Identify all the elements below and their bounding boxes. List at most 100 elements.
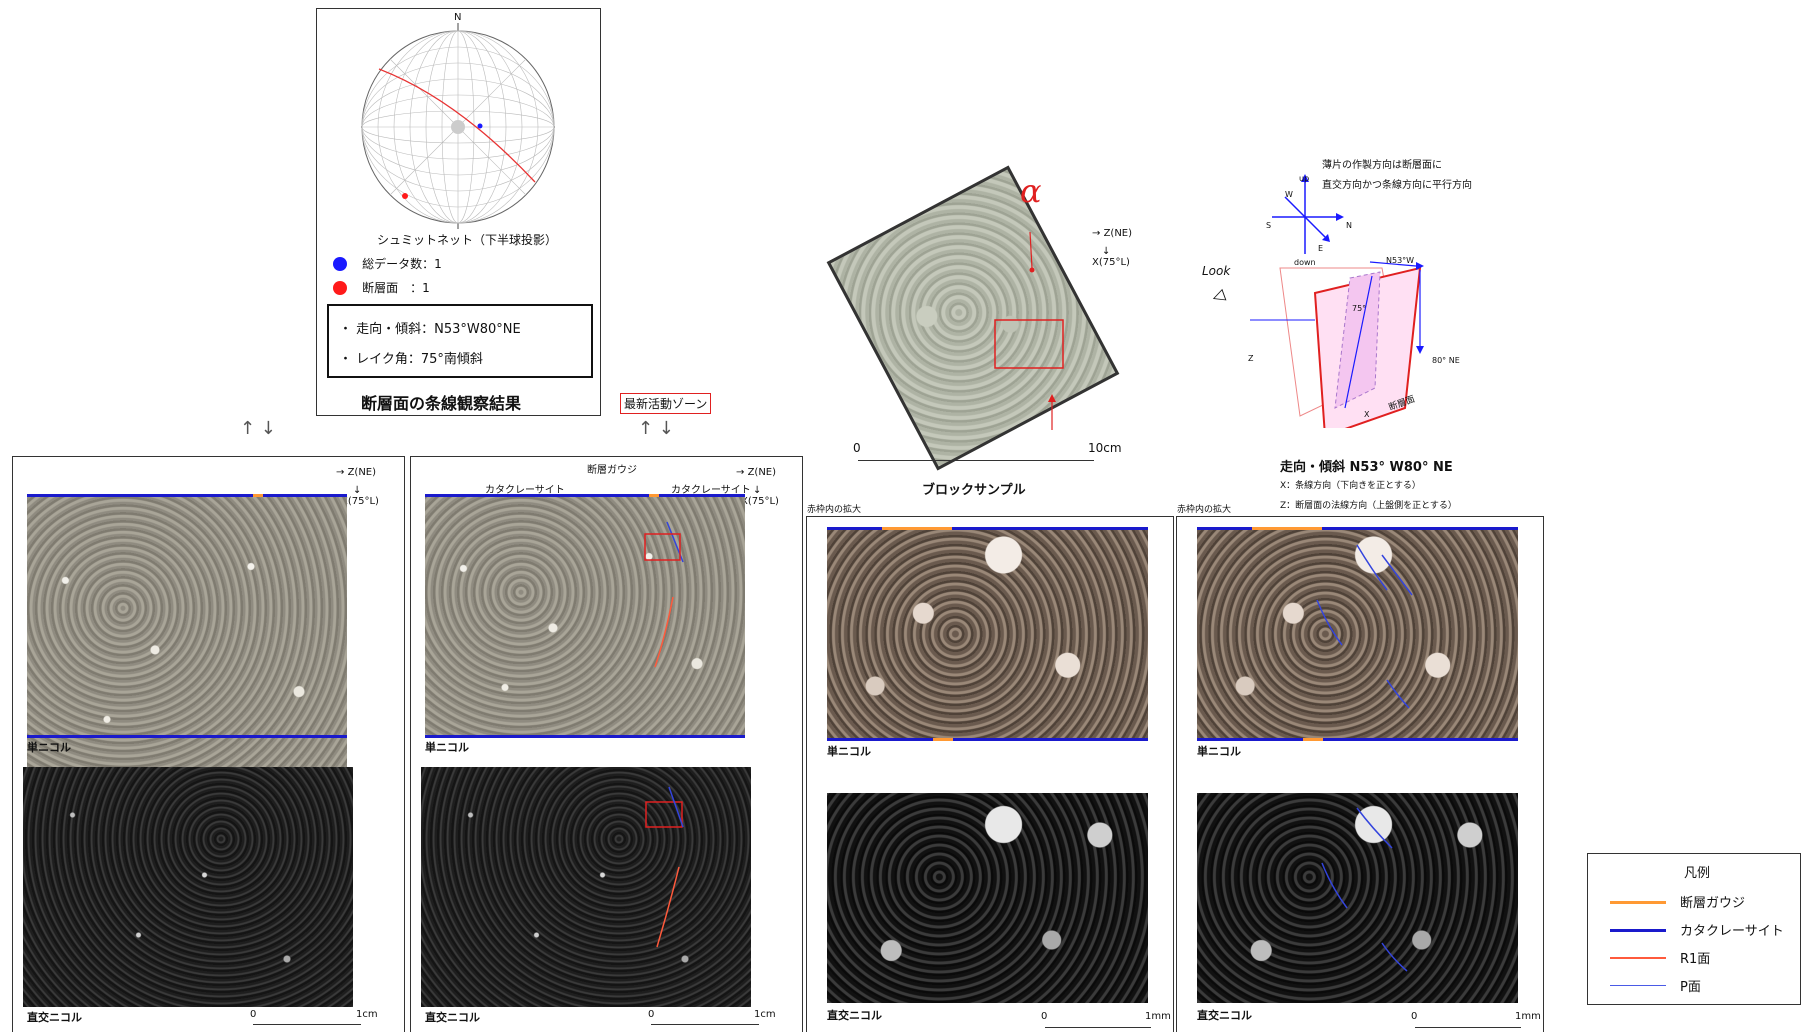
latest-zone-label: 最新活動ゾーン bbox=[620, 393, 712, 414]
scale-bar bbox=[253, 1024, 361, 1025]
gouge-mark-top bbox=[253, 494, 263, 497]
scale-end: 1cm bbox=[356, 1009, 378, 1020]
scale-end: 1cm bbox=[754, 1009, 776, 1020]
block-scale-bar bbox=[858, 460, 1094, 461]
cataclasite-line-bottom bbox=[425, 735, 745, 738]
gouge-mark-top bbox=[882, 527, 952, 530]
ppl-label: 単ニコル bbox=[827, 745, 871, 758]
cataclasite-line-bottom bbox=[27, 735, 347, 738]
ppl-photo bbox=[27, 497, 347, 775]
stereonet-legend-total: 総データ数：1 bbox=[333, 253, 442, 272]
zoom2-header: 赤枠内の拡大 bbox=[1177, 505, 1232, 515]
xpl-label: 直交ニコル bbox=[425, 1011, 480, 1024]
stereonet-title: 断層面の条線観察結果 bbox=[361, 394, 522, 413]
block-scale-zero: 0 bbox=[853, 441, 861, 455]
cataclasite-line-top bbox=[27, 494, 347, 497]
legend-box: 凡例 断層ガウジ カタクレーサイト R1面 P面 bbox=[1587, 853, 1801, 1005]
zoom-panel-2: 単ニコル 直交ニコル 0 1mm bbox=[1176, 516, 1544, 1032]
x-description: X：条線方向（下向きを正とする） bbox=[1280, 481, 1421, 491]
xpl-label: 直交ニコル bbox=[827, 1009, 882, 1022]
attitude-info-box: ・ 走向・傾斜：N53°W80°NE ・ レイク角：75°南傾斜 bbox=[327, 304, 593, 378]
zoom-ppl-photo bbox=[1197, 530, 1518, 738]
cataclasite-left-label: カタクレーサイト bbox=[485, 485, 565, 496]
xpl-label: 直交ニコル bbox=[27, 1011, 82, 1024]
gouge-mark-top bbox=[649, 494, 659, 497]
gouge-mark-top bbox=[1252, 527, 1322, 530]
xpl-photo bbox=[23, 767, 353, 1007]
legend-gouge-line bbox=[1610, 901, 1666, 904]
legend-title: 凡例 bbox=[1684, 866, 1711, 881]
gouge-label: 断層ガウジ bbox=[587, 465, 637, 476]
eye-icon: ◁ bbox=[1209, 284, 1228, 307]
compass-n: N bbox=[1346, 221, 1352, 230]
ppl-photo bbox=[425, 497, 745, 735]
legend-p-line bbox=[1610, 985, 1666, 986]
legend-r1-line bbox=[1610, 957, 1666, 959]
look-label: Look bbox=[1202, 264, 1231, 278]
scale-zero: 0 bbox=[1411, 1011, 1418, 1022]
red-dot-icon bbox=[333, 280, 347, 295]
compass-rose bbox=[1272, 174, 1344, 254]
legend-fault-label: 断層面 ：1 bbox=[362, 281, 430, 295]
up-down-arrows-1: ↑ ↓ bbox=[240, 418, 276, 439]
block-scale-end: 10cm bbox=[1088, 441, 1122, 455]
legend-r1-label: R1面 bbox=[1680, 952, 1711, 967]
xpl-photo bbox=[421, 767, 751, 1007]
zoom-ppl-photo bbox=[827, 530, 1148, 738]
fault-plane-diagram bbox=[1250, 261, 1424, 428]
orientation-title: 走向・傾斜 N53° W80° NE bbox=[1280, 460, 1453, 475]
scale-end: 1mm bbox=[1145, 1011, 1171, 1022]
compass-e: E bbox=[1318, 244, 1324, 253]
z-description: Z：断層面の法線方向（上盤側を正とする） bbox=[1280, 501, 1457, 511]
cataclasite-line-bottom bbox=[827, 738, 1148, 741]
rake-text: ・ レイク角：75°南傾斜 bbox=[339, 352, 483, 367]
fault-plane-traces bbox=[644, 521, 684, 668]
compass-s: S bbox=[1266, 221, 1272, 230]
stereonet-box: N シュミットネット（下半球投影） 総データ数：1 断層面 ：1 ・ 走向・傾斜… bbox=[316, 8, 601, 416]
zoom1-header: 赤枠内の拡大 bbox=[807, 505, 862, 515]
gouge-mark-bottom bbox=[1303, 738, 1323, 741]
cataclasite-line-top bbox=[425, 494, 745, 497]
p-plane-traces-xpl bbox=[1321, 807, 1408, 972]
x-label: X bbox=[1364, 410, 1370, 419]
blue-dot-icon bbox=[333, 256, 347, 271]
block-z-label: → Z(NE) bbox=[1092, 228, 1133, 239]
stereonet-caption: シュミットネット（下半球投影） bbox=[377, 233, 558, 247]
ppl-label: 単ニコル bbox=[425, 741, 469, 754]
legend-p-label: P面 bbox=[1680, 980, 1701, 995]
legend-gouge-label: 断層ガウジ bbox=[1680, 896, 1746, 911]
block-x-label: ↓ X(75°L) bbox=[1092, 246, 1130, 268]
alpha-label: α bbox=[1020, 172, 1042, 210]
x-axis-label: ↓ X(75°L) bbox=[741, 485, 779, 507]
cataclasite-line-bottom bbox=[1197, 738, 1518, 741]
thin-section-panel-1: → Z(NE) ↓ X(75°L) 単ニコル 直交ニコル 0 1cm bbox=[12, 456, 405, 1032]
compass-up: up bbox=[1299, 174, 1310, 183]
gouge-mark-bottom bbox=[933, 738, 953, 741]
scale-zero: 0 bbox=[1041, 1011, 1048, 1022]
p-plane-traces bbox=[1316, 544, 1413, 709]
legend-cataclasite-line bbox=[1610, 929, 1666, 932]
z-label: Z bbox=[1248, 354, 1254, 363]
up-down-arrows-2: ↑ ↓ bbox=[638, 418, 674, 439]
north-label: N bbox=[454, 12, 462, 23]
schmidt-net bbox=[361, 23, 555, 229]
block-annotations bbox=[994, 231, 1064, 430]
ppl-label: 単ニコル bbox=[27, 741, 71, 754]
rake-label: 75° bbox=[1352, 304, 1367, 313]
compass-w: W bbox=[1285, 190, 1293, 199]
cataclasite-right-label: カタクレーサイト bbox=[671, 485, 751, 496]
stereonet-legend-fault: 断層面 ：1 bbox=[333, 277, 430, 296]
strike-dip-text: ・ 走向・傾斜：N53°W80°NE bbox=[339, 322, 521, 337]
compass-down: down bbox=[1294, 258, 1316, 267]
z-axis-label: → Z(NE) bbox=[736, 467, 777, 478]
scale-zero: 0 bbox=[648, 1009, 655, 1020]
fault-plane-traces-xpl bbox=[645, 786, 684, 948]
dip-label: 80° NE bbox=[1432, 356, 1460, 365]
scale-bar bbox=[651, 1024, 759, 1025]
scale-bar bbox=[1045, 1027, 1151, 1028]
scale-bar bbox=[1415, 1027, 1521, 1028]
scale-end: 1mm bbox=[1515, 1011, 1541, 1022]
x-axis-label: ↓ X(75°L) bbox=[341, 485, 379, 507]
strike-label: N53°W bbox=[1386, 256, 1415, 265]
scale-zero: 0 bbox=[250, 1009, 257, 1020]
